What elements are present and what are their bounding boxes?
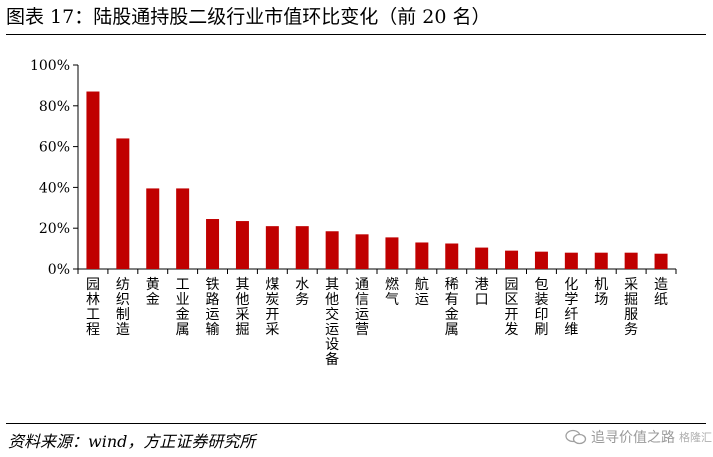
bar bbox=[176, 188, 190, 269]
x-tick-label: 工业金属 bbox=[176, 277, 190, 338]
x-tick-label: 铁路运输 bbox=[206, 277, 220, 338]
x-tick-label: 园林工程 bbox=[86, 277, 100, 338]
watermark-text: 追寻价值之路 bbox=[591, 430, 675, 446]
y-tick-label: 0% bbox=[48, 262, 70, 278]
source-note: 资料来源：wind，方正证券研究所 bbox=[8, 432, 256, 451]
bar bbox=[415, 242, 429, 269]
x-tick-label: 包装印刷 bbox=[534, 277, 548, 338]
x-tick-label: 航运 bbox=[415, 277, 429, 308]
watermark: 追寻价值之路 格隆汇 bbox=[565, 420, 712, 454]
x-tick-label: 园区开发 bbox=[505, 277, 519, 338]
x-tick-label: 造纸 bbox=[654, 277, 668, 308]
x-tick-label: 其他采掘 bbox=[235, 277, 249, 338]
bar bbox=[265, 226, 279, 269]
watermark-sub: 格隆汇 bbox=[679, 431, 712, 444]
bar bbox=[295, 226, 309, 269]
x-tick-label: 采掘服务 bbox=[624, 277, 638, 338]
bar bbox=[594, 252, 608, 269]
x-tick-label: 稀有金属 bbox=[445, 277, 459, 338]
y-tick-label: 100% bbox=[30, 58, 70, 74]
x-tick-label: 其他交运设备 bbox=[325, 277, 339, 368]
bar bbox=[235, 221, 249, 269]
y-tick-label: 20% bbox=[39, 221, 70, 237]
bar bbox=[505, 250, 519, 269]
x-tick-label: 黄金 bbox=[146, 276, 160, 308]
bar bbox=[325, 231, 339, 269]
source-rule bbox=[6, 423, 706, 424]
bar bbox=[564, 252, 578, 269]
bar bbox=[86, 91, 100, 269]
bar bbox=[385, 237, 399, 269]
chart-title: 图表 17：陆股通持股二级行业市值环比变化（前 20 名） bbox=[6, 6, 491, 28]
x-tick-label: 通信运营 bbox=[355, 277, 369, 338]
x-tick-label: 煤炭开采 bbox=[265, 277, 279, 338]
x-tick-label: 水务 bbox=[295, 277, 309, 308]
bar bbox=[624, 252, 638, 269]
y-tick-label: 60% bbox=[39, 140, 70, 156]
x-tick-label: 机场 bbox=[594, 277, 608, 308]
bar bbox=[206, 219, 220, 269]
title-rule bbox=[6, 34, 706, 35]
wechat-icon bbox=[565, 429, 587, 445]
bar bbox=[116, 138, 130, 269]
bar bbox=[654, 253, 668, 269]
x-tick-label: 燃气 bbox=[385, 276, 399, 308]
x-tick-label: 纺织制造 bbox=[116, 277, 130, 338]
x-tick-label: 港口 bbox=[475, 277, 489, 308]
y-tick-label: 80% bbox=[39, 99, 70, 115]
bar bbox=[146, 188, 160, 269]
bar-chart: 0% 20% 40% 60% 80% 100% 园林工程 纺织制造 黄金 工业金属 铁路运输 其他采掘… bbox=[30, 58, 677, 368]
bar bbox=[355, 234, 369, 269]
bar bbox=[534, 251, 548, 269]
bar bbox=[445, 243, 459, 269]
bar bbox=[475, 247, 489, 269]
y-tick-label: 40% bbox=[39, 180, 70, 196]
x-tick-label: 化学纤维 bbox=[564, 277, 578, 338]
